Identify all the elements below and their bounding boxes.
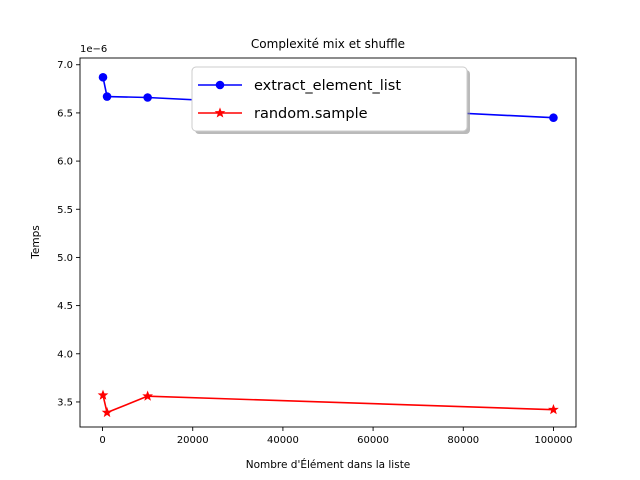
y-tick-label: 4.0 bbox=[57, 349, 73, 360]
x-tick-label: 40000 bbox=[267, 435, 299, 446]
x-tick-label: 80000 bbox=[447, 435, 479, 446]
legend: extract_element_list random.sample bbox=[191, 66, 470, 134]
series-random.sample bbox=[97, 389, 559, 418]
legend-item: random.sample bbox=[198, 106, 368, 122]
y-tick-label: 5.5 bbox=[57, 205, 73, 216]
x-tick-label: 20000 bbox=[177, 435, 209, 446]
x-tick-label: 0 bbox=[99, 435, 105, 446]
data-point bbox=[102, 92, 112, 101]
data-point bbox=[143, 93, 152, 102]
plot-area: 0 20000 40000 60000 80000 100000 3.5 4.0 4.5 5.0 5… bbox=[57, 57, 577, 446]
legend-box bbox=[191, 66, 468, 132]
legend-item: extract_element_list bbox=[198, 78, 401, 94]
y-tick-label: 6.0 bbox=[57, 157, 73, 168]
y-offset-label: 1e−6 bbox=[80, 44, 107, 55]
data-point bbox=[142, 390, 153, 401]
chart-title: Complexité mix et shuffle bbox=[251, 37, 405, 51]
legend-marker bbox=[214, 107, 226, 118]
y-tick-label: 3.5 bbox=[57, 397, 73, 408]
x-tick-label: 60000 bbox=[357, 435, 389, 446]
y-axis-label: Temps bbox=[30, 225, 42, 259]
x-tick-label: 100000 bbox=[534, 435, 572, 446]
y-tick-label: 7.0 bbox=[57, 60, 73, 71]
x-axis-label: Nombre d'Élément dans la liste bbox=[246, 458, 411, 471]
axes-frame bbox=[79, 57, 577, 428]
data-point bbox=[548, 404, 559, 415]
series-line bbox=[102, 395, 554, 414]
data-point bbox=[97, 389, 109, 400]
data-point bbox=[101, 406, 113, 418]
y-tick-label: 6.5 bbox=[57, 108, 73, 119]
y-tick-label: 4.5 bbox=[57, 301, 73, 312]
legend-marker bbox=[215, 80, 225, 90]
y-tick-label: 5.0 bbox=[57, 253, 73, 264]
legend-label: random.sample bbox=[254, 106, 368, 122]
legend-label: extract_element_list bbox=[254, 78, 401, 94]
data-point bbox=[98, 72, 108, 82]
data-point bbox=[549, 113, 558, 123]
